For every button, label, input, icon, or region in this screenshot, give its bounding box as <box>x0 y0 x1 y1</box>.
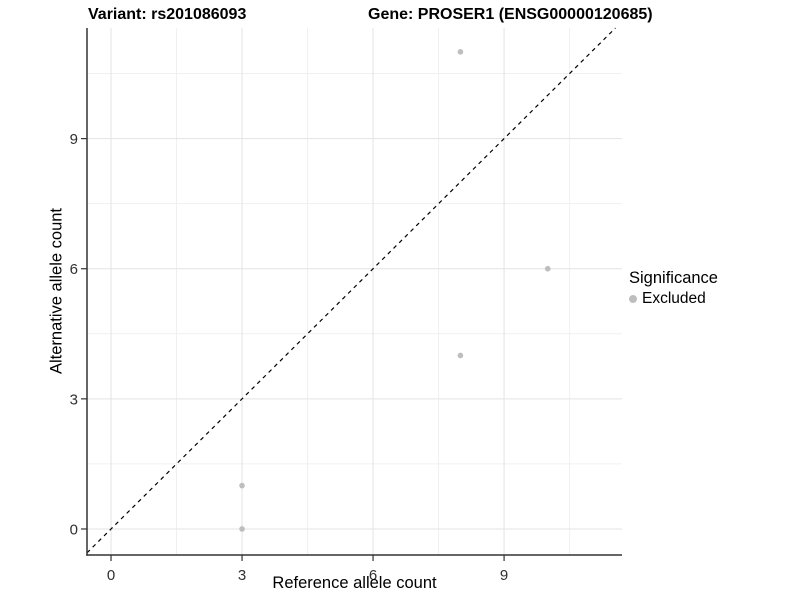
legend: Significance Excluded <box>629 269 718 308</box>
scatter-points <box>239 49 551 532</box>
axis-tick-marks <box>81 138 505 561</box>
x-tick-label: 6 <box>369 567 377 584</box>
plot-title-gene: Gene: PROSER1 (ENSG00000120685) <box>368 6 653 23</box>
data-point <box>239 526 245 532</box>
legend-entry-label: Excluded <box>642 290 706 307</box>
data-point <box>457 49 464 55</box>
x-tick-label: 3 <box>238 567 246 584</box>
legend-entry-excluded: Excluded <box>629 290 718 308</box>
y-axis-title: Alternative allele count <box>47 207 66 375</box>
y-tick-label: 6 <box>70 261 78 278</box>
data-point <box>457 352 464 359</box>
grid-minor-lines <box>87 28 622 555</box>
y-tick-label: 3 <box>70 391 78 408</box>
identity-dashed-line <box>86 27 616 554</box>
y-tick-label: 0 <box>70 521 78 538</box>
data-point <box>239 482 245 489</box>
x-axis-title: Reference allele count <box>272 574 437 592</box>
plot-title-variant: Variant: rs201086093 <box>88 6 247 23</box>
x-tick-label: 0 <box>107 567 115 584</box>
x-tick-label: 9 <box>500 567 508 584</box>
legend-point-icon <box>629 295 637 303</box>
grid-major-lines <box>87 28 622 555</box>
legend-title: Significance <box>629 269 718 287</box>
axis-tick-labels: 0 3 6 9 0 3 6 9 <box>70 131 509 584</box>
axis-lines <box>86 28 622 556</box>
data-point <box>544 265 551 272</box>
y-tick-label: 9 <box>70 131 78 148</box>
